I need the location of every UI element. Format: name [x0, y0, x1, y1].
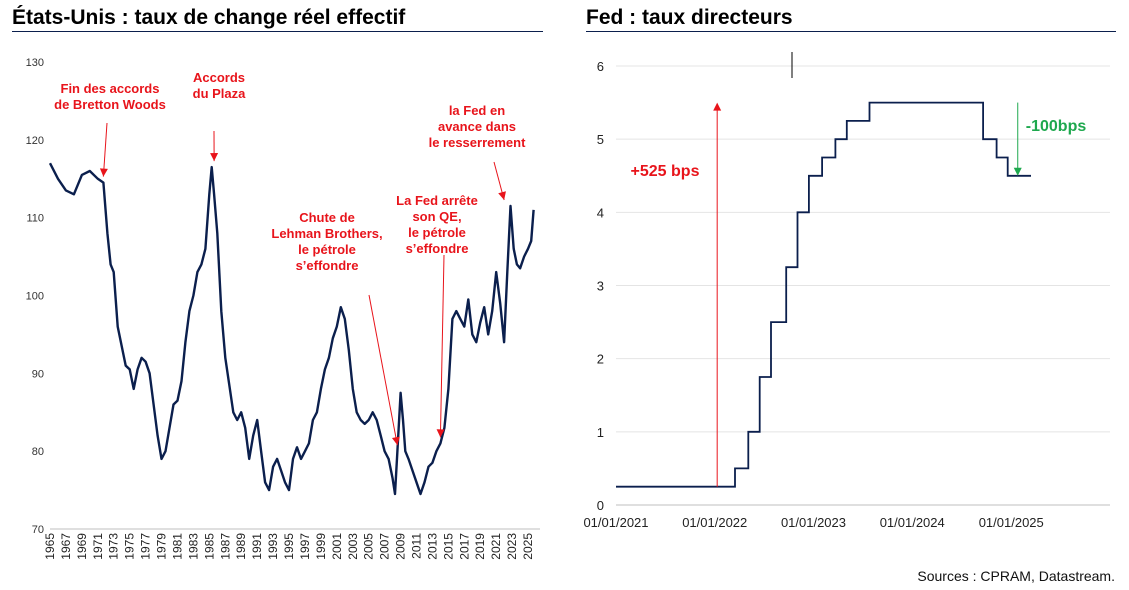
- left-chart-title: États-Unis : taux de change réel effecti…: [12, 6, 406, 29]
- left-x-tick-label: 1993: [266, 533, 280, 560]
- left-annotation-text: avance dans: [438, 119, 516, 134]
- right-x-tick-label: 01/01/2021: [583, 515, 648, 530]
- right-up-arrowhead: [713, 102, 722, 111]
- left-x-tick-label: 1979: [155, 533, 169, 560]
- right-annotation-up-text: +525 bps: [631, 163, 700, 180]
- left-x-tick-label: 1985: [202, 533, 216, 560]
- left-x-tick-label: 1977: [139, 533, 153, 560]
- right-chart-title: Fed : taux directeurs: [586, 6, 793, 29]
- left-x-tick-label: 2021: [489, 533, 503, 560]
- left-annotation-text: s’effondre: [296, 258, 359, 273]
- left-annotation-text: Accords: [193, 70, 245, 85]
- left-annotation-text: le resserrement: [429, 135, 527, 150]
- left-annotation-text: Lehman Brothers,: [271, 226, 382, 241]
- left-x-tick-label: 2005: [362, 533, 376, 560]
- right-series-line: [616, 101, 1031, 488]
- left-x-tick-label: 1971: [91, 533, 105, 560]
- left-x-tick-label: 1967: [59, 533, 73, 560]
- right-y-tick-label: 5: [597, 132, 604, 147]
- left-annotation-text: le pétrole: [298, 242, 356, 257]
- left-annotation-text: le pétrole: [408, 225, 466, 240]
- right-y-tick-label: 3: [597, 279, 604, 294]
- left-x-tick-label: 2019: [473, 533, 487, 560]
- left-x-tick-label: 1973: [107, 533, 121, 560]
- left-x-tick-label: 1965: [43, 533, 57, 560]
- right-x-tick-label: 01/01/2024: [880, 515, 945, 530]
- right-y-tick-label: 1: [597, 425, 604, 440]
- left-series-line: [48, 162, 535, 496]
- left-annotation-arrowhead: [210, 153, 219, 162]
- left-x-tick-label: 2001: [330, 533, 344, 560]
- right-title-rule: [586, 31, 1116, 32]
- left-annotation-text: Fin des accords: [61, 81, 160, 96]
- left-y-tick-label: 70: [32, 524, 44, 536]
- left-x-tick-label: 1981: [170, 533, 184, 560]
- left-y-tick-label: 110: [26, 213, 44, 225]
- left-x-tick-label: 2007: [378, 533, 392, 560]
- left-x-tick-label: 2011: [410, 533, 424, 559]
- left-annotation-arrowhead: [498, 191, 506, 200]
- left-annotation-arrow: [102, 122, 108, 177]
- left-x-tick-label: 2017: [457, 533, 471, 560]
- left-x-tick-label: 1997: [298, 533, 312, 560]
- left-x-tick-label: 1999: [314, 533, 328, 560]
- right-down-arrowhead: [1013, 167, 1022, 176]
- left-annotation-text: son QE,: [412, 209, 461, 224]
- left-annotation-arrow: [368, 294, 398, 446]
- left-x-tick-label: 1995: [282, 533, 296, 560]
- left-y-tick-label: 80: [32, 446, 44, 458]
- left-annotation-text: La Fed arrête: [396, 193, 478, 208]
- sources-note: Sources : CPRAM, Datastream.: [917, 568, 1115, 584]
- left-y-tick-label: 130: [26, 57, 44, 69]
- right-y-tick-label: 4: [597, 205, 604, 220]
- left-x-tick-label: 2023: [505, 533, 519, 560]
- left-title-rule: [12, 31, 543, 32]
- left-annotation-text: s’effondre: [406, 241, 469, 256]
- left-annotation-arrowhead: [436, 429, 445, 438]
- left-x-tick-label: 1975: [123, 533, 137, 560]
- left-x-tick-label: 1987: [218, 533, 232, 560]
- left-x-tick-label: 1983: [186, 533, 200, 560]
- left-annotation-text: de Bretton Woods: [54, 97, 166, 112]
- right-y-tick-label: 2: [597, 352, 604, 367]
- right-x-tick-label: 01/01/2023: [781, 515, 846, 530]
- left-annotation-text: la Fed en: [449, 103, 505, 118]
- right-annotation-down-text: -100bps: [1026, 118, 1087, 135]
- left-x-tick-label: 1969: [75, 533, 89, 560]
- left-x-tick-label: 2009: [394, 533, 408, 560]
- left-x-tick-label: 1991: [250, 533, 264, 560]
- left-annotation-arrowhead: [391, 436, 400, 446]
- left-y-tick-label: 100: [26, 291, 44, 303]
- left-x-tick-label: 2013: [425, 533, 439, 560]
- left-x-tick-label: 2003: [346, 533, 360, 560]
- left-annotation-arrow: [439, 254, 445, 438]
- left-annotation-text: Chute de: [299, 210, 355, 225]
- left-x-tick-label: 1989: [234, 533, 248, 560]
- right-x-tick-label: 01/01/2022: [682, 515, 747, 530]
- right-x-tick-label: 01/01/2025: [979, 515, 1044, 530]
- left-annotation-text: du Plaza: [193, 86, 247, 101]
- left-y-tick-label: 120: [26, 135, 44, 147]
- right-y-tick-label: 6: [597, 59, 604, 74]
- left-annotation-arrowhead: [99, 168, 108, 177]
- left-x-tick-label: 2025: [521, 533, 535, 560]
- left-y-tick-label: 90: [32, 368, 44, 380]
- right-y-tick-label: 0: [597, 498, 604, 513]
- left-x-tick-label: 2015: [441, 533, 455, 560]
